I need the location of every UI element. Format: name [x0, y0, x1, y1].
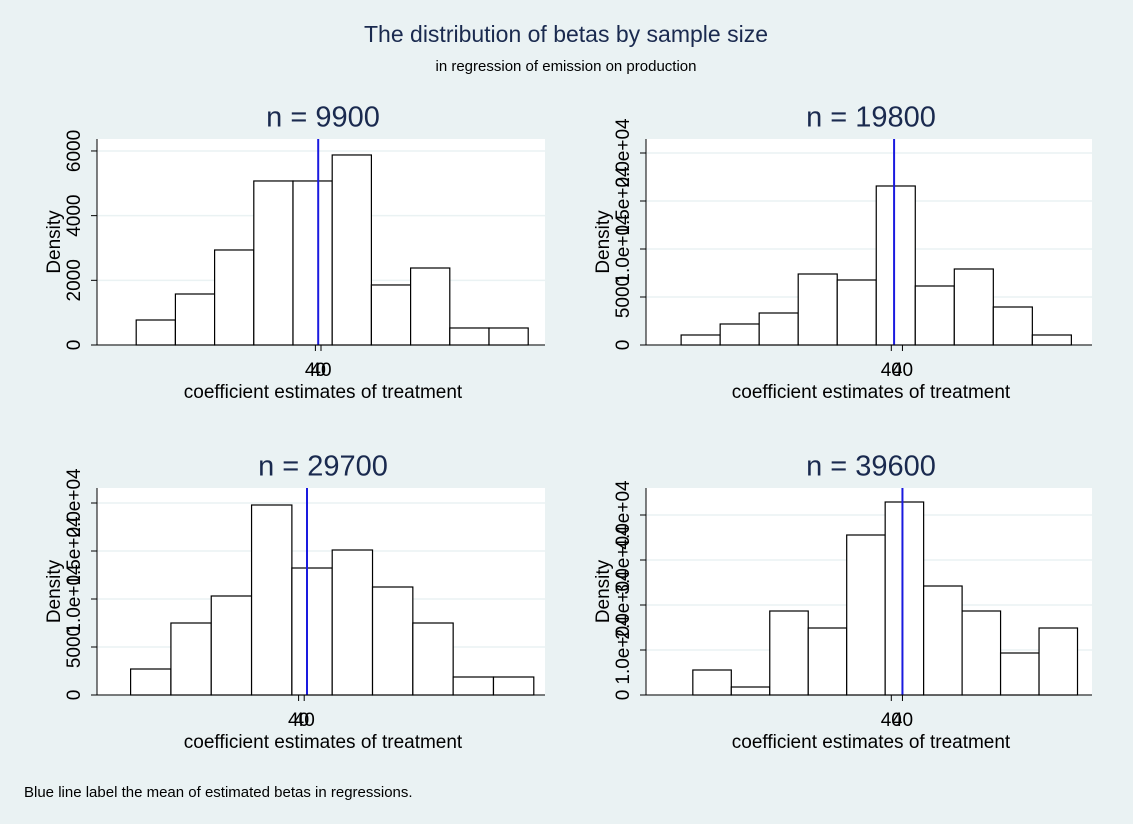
x-tick-label: 40	[305, 360, 326, 381]
bar	[410, 267, 451, 346]
bar	[719, 323, 760, 346]
panel-title: n = 9900	[266, 102, 380, 134]
y-tick-label: 2000	[64, 259, 85, 301]
y-tick-label: 4.0e+04	[613, 480, 634, 550]
bar	[130, 668, 172, 696]
x-axis-label: coefficient estimates of treatment	[732, 732, 1011, 753]
x-tick-label: 40	[881, 360, 902, 381]
x-tick-label: 40	[294, 710, 315, 731]
x-axis-label: coefficient estimates of treatment	[732, 382, 1011, 403]
bar	[214, 249, 255, 346]
y-tick-label: 2.0e+04	[64, 468, 85, 538]
y-tick-label: 0	[613, 340, 634, 351]
note: Blue line label the mean of estimated be…	[24, 784, 413, 801]
bar	[953, 268, 994, 346]
bar	[331, 154, 373, 346]
bar	[174, 293, 216, 346]
bar	[797, 273, 838, 346]
bar	[875, 185, 916, 346]
bar	[253, 180, 294, 346]
x-tick-label: 40	[881, 710, 902, 731]
bar	[135, 319, 176, 346]
bar	[1031, 334, 1072, 346]
panel-title: n = 39600	[806, 451, 936, 483]
x-tick-label: 40	[892, 360, 913, 381]
y-tick-label: 0	[64, 340, 85, 351]
y-tick-label: 2.0e+04	[613, 118, 634, 188]
bar	[492, 676, 535, 696]
y-tick-label: 1.5e+04	[613, 166, 634, 236]
y-tick-label: 1.0e+04	[64, 564, 85, 634]
y-tick-label: 3.0e+04	[613, 525, 634, 595]
bar	[884, 501, 925, 696]
chart-title: The distribution of betas by sample size	[364, 21, 768, 47]
y-tick-label: 5000	[613, 276, 634, 318]
bar	[291, 567, 333, 696]
y-tick-label: 0	[613, 690, 634, 701]
bar	[170, 622, 212, 696]
y-tick-label: 2.0e+04	[613, 570, 634, 640]
bar	[836, 279, 877, 346]
bar	[923, 585, 963, 696]
x-axis-label: coefficient estimates of treatment	[184, 382, 463, 403]
x-tick-label: 40	[892, 710, 913, 731]
x-tick-label: 40	[288, 710, 309, 731]
y-tick-label: 4000	[64, 195, 85, 237]
bar	[730, 686, 771, 696]
bar	[1038, 627, 1079, 696]
y-axis-label: Density	[593, 210, 614, 274]
bar	[488, 327, 529, 346]
bar	[807, 627, 848, 696]
bar	[769, 610, 809, 696]
y-tick-label: 0	[64, 690, 85, 701]
bar	[914, 285, 955, 346]
bar	[331, 549, 374, 696]
bar	[371, 586, 414, 696]
y-tick-label: 5000	[64, 626, 85, 668]
bar	[961, 610, 1002, 696]
bar	[449, 327, 490, 346]
chart-subtitle: in regression of emission on production	[436, 58, 697, 75]
y-tick-label: 1.0e+04	[613, 615, 634, 685]
bar	[250, 504, 293, 696]
y-axis-label: Density	[44, 210, 65, 274]
bar	[370, 284, 412, 346]
bar	[846, 534, 886, 696]
y-axis-label: Density	[44, 559, 65, 623]
bar	[758, 312, 799, 346]
y-axis-label: Density	[593, 559, 614, 623]
y-tick-label: 1.0e+04	[613, 214, 634, 284]
x-tick-label: 40	[310, 360, 331, 381]
bar	[412, 622, 454, 696]
panel-title: n = 19800	[806, 102, 936, 134]
bar	[692, 669, 732, 696]
bar	[680, 334, 721, 346]
y-tick-label: 1.5e+04	[64, 516, 85, 586]
bar	[210, 595, 253, 696]
bar	[452, 676, 495, 696]
panel-title: n = 29700	[258, 451, 388, 483]
x-axis-label: coefficient estimates of treatment	[184, 732, 463, 753]
y-tick-label: 6000	[64, 130, 85, 172]
bar	[292, 180, 333, 346]
bar	[999, 652, 1040, 696]
bar	[992, 306, 1033, 346]
